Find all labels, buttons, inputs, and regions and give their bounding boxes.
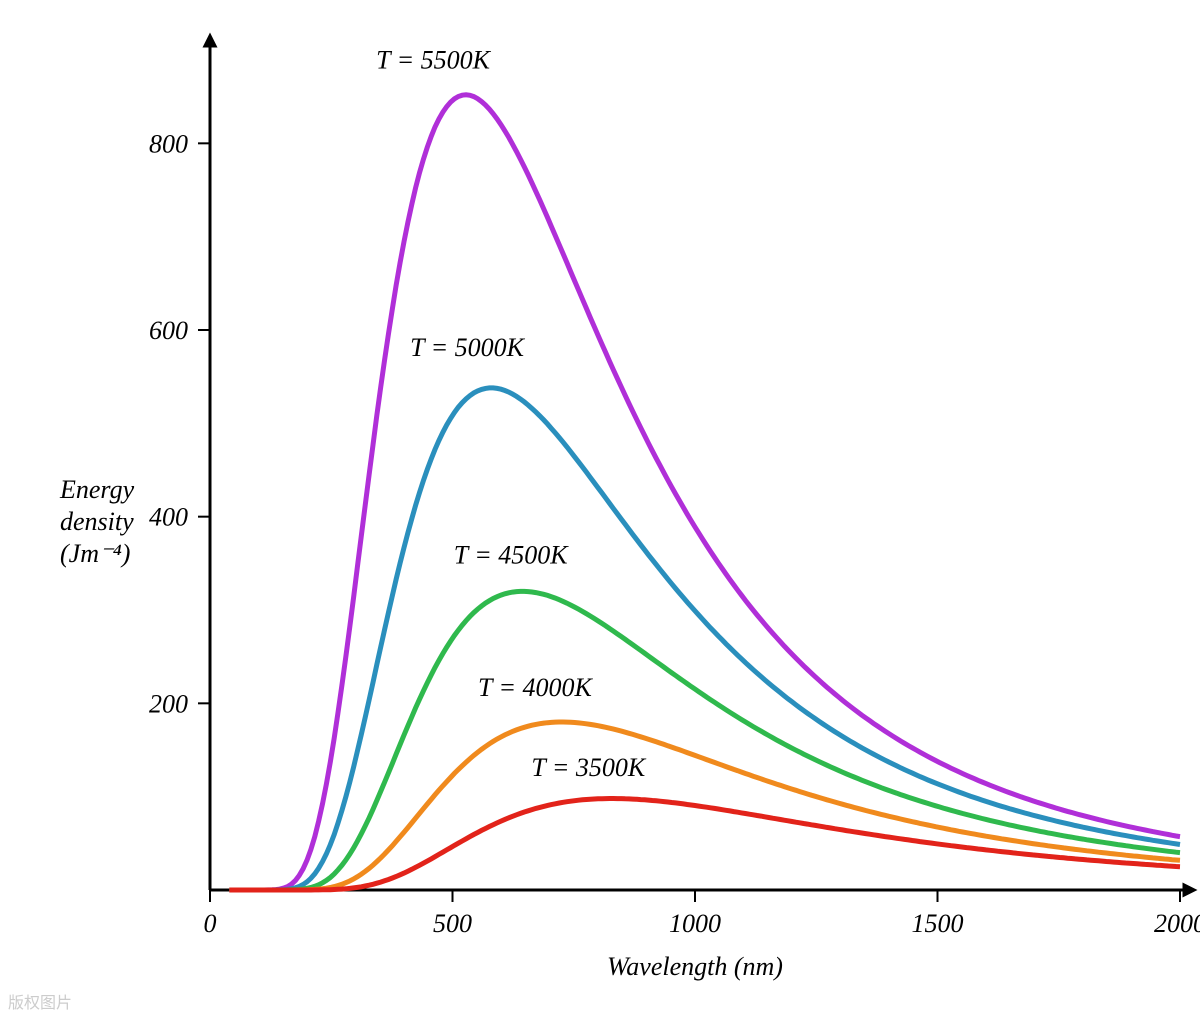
curve-label-4000K: T = 4000K	[478, 673, 594, 702]
curve-5500K	[229, 95, 1180, 890]
curve-label-5500K: T = 5500K	[376, 46, 492, 75]
y-tick-label: 400	[149, 503, 188, 532]
x-tick-label: 500	[433, 909, 472, 938]
x-tick-label: 1000	[669, 909, 721, 938]
y-tick-label: 200	[149, 689, 188, 718]
curve-label-5000K: T = 5000K	[410, 333, 526, 362]
curve-label-3500K: T = 3500K	[531, 753, 647, 782]
x-axis-label: Wavelength (nm)	[607, 952, 783, 981]
watermark: 版权图片	[8, 994, 72, 1012]
y-tick-label: 600	[149, 316, 188, 345]
curve-label-4500K: T = 4500K	[454, 540, 570, 569]
y-tick-label: 800	[149, 129, 188, 158]
x-tick-label: 2000	[1154, 909, 1200, 938]
blackbody-chart: 0 500 1000 1500 2000 200 400 600 800 Wavelength (…	[0, 0, 1200, 1015]
x-tick-label: 0	[204, 909, 217, 938]
y-axis-label: Energydensity(Jm⁻⁴)	[59, 475, 135, 568]
x-tick-label: 1500	[912, 909, 964, 938]
